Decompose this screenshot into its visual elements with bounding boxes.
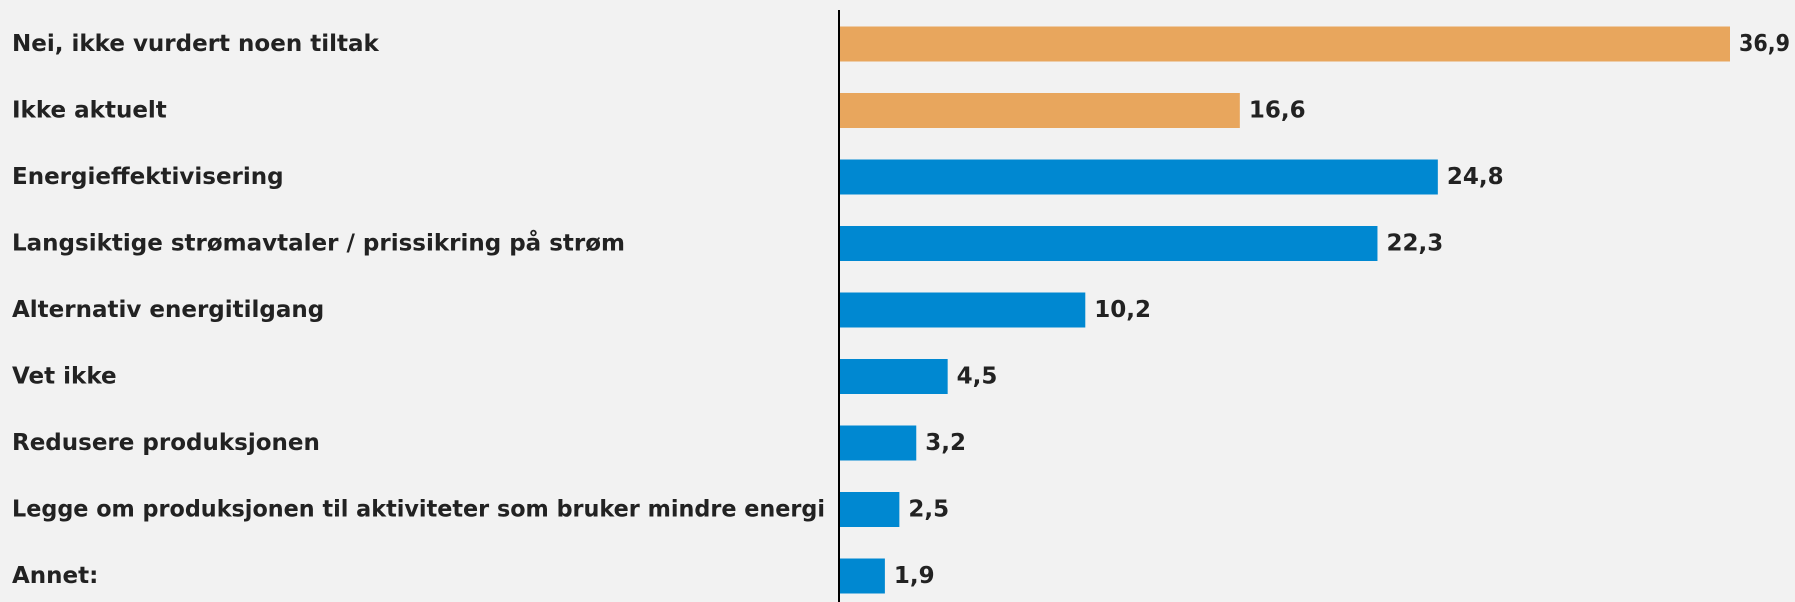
category-label: Legge om produksjonen til aktiviteter so… bbox=[12, 497, 825, 523]
value-labels-group: 36,9 16,6 24,8 22,3 10,2 4,5 3,2 2,5 1,9 bbox=[894, 31, 1790, 589]
bar-4 bbox=[839, 292, 1086, 328]
value-label: 24,8 bbox=[1447, 164, 1504, 190]
value-label: 16,6 bbox=[1249, 98, 1306, 124]
value-label: 3,2 bbox=[925, 430, 966, 456]
bars-group bbox=[839, 26, 1730, 594]
bar-0 bbox=[839, 26, 1730, 62]
category-label: Energieffektivisering bbox=[12, 164, 284, 190]
category-label: Alternativ energitilgang bbox=[12, 297, 324, 323]
category-label: Langsiktige strømavtaler / prissikring p… bbox=[12, 230, 625, 257]
category-label: Vet ikke bbox=[12, 364, 117, 390]
bar-5 bbox=[839, 359, 948, 394]
value-label: 22,3 bbox=[1386, 231, 1443, 257]
bar-8 bbox=[839, 558, 885, 594]
bar-6 bbox=[839, 425, 917, 461]
value-label: 10,2 bbox=[1094, 297, 1151, 323]
bar-2 bbox=[839, 159, 1438, 195]
category-label: Nei, ikke vurdert noen tiltak bbox=[12, 31, 379, 57]
category-label: Redusere produksjonen bbox=[12, 430, 320, 456]
bar-7 bbox=[839, 492, 900, 527]
category-labels-group: Nei, ikke vurdert noen tiltak Ikke aktuel… bbox=[12, 31, 825, 589]
value-label: 1,9 bbox=[894, 563, 935, 589]
value-label: 2,5 bbox=[908, 497, 949, 523]
value-label: 4,5 bbox=[957, 364, 998, 390]
bar-1 bbox=[839, 93, 1240, 128]
category-label: Ikke aktuelt bbox=[12, 98, 167, 124]
value-label: 36,9 bbox=[1739, 31, 1790, 57]
category-label: Annet: bbox=[12, 563, 98, 589]
bar-3 bbox=[839, 226, 1378, 261]
